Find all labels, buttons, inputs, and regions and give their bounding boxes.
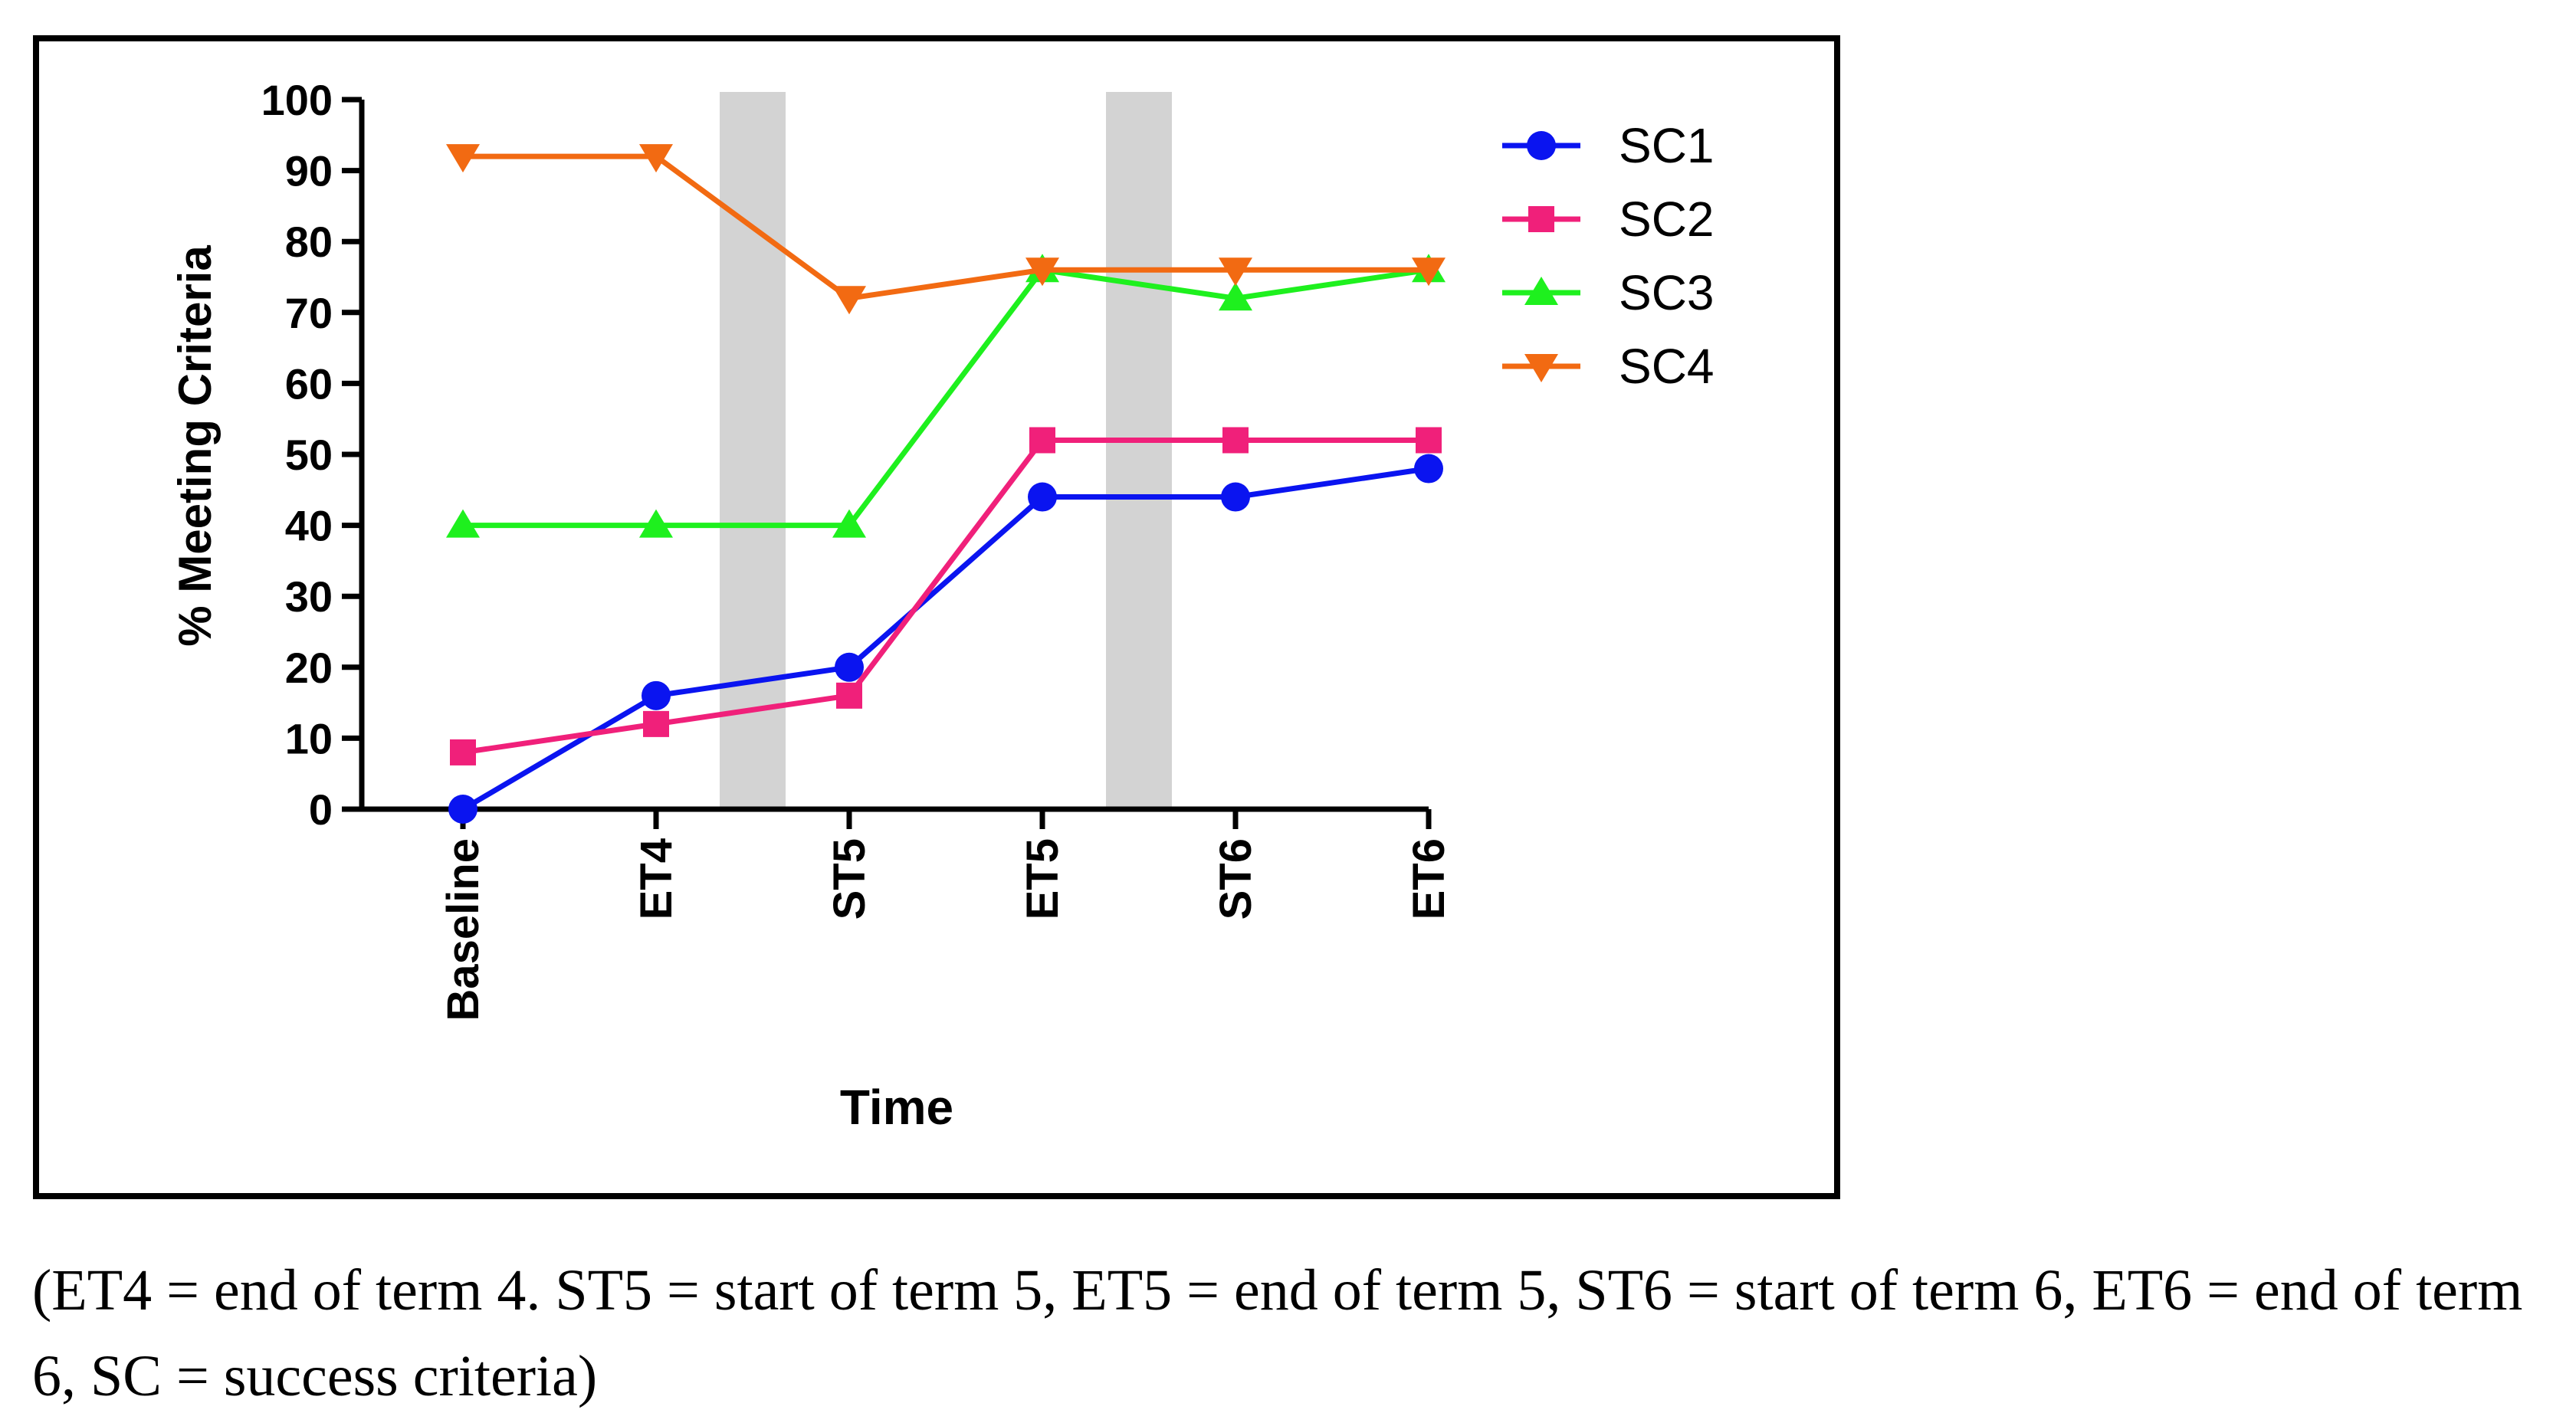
x-tick-label-baseline: Baseline: [438, 838, 488, 1021]
x-tick-label-et6: ET6: [1404, 838, 1454, 920]
data-point-sc1-st6: [1221, 482, 1250, 512]
shaded-interval-2: [1106, 92, 1172, 809]
shaded-interval-1: [720, 92, 786, 809]
series-line-sc1: [461, 466, 1429, 812]
data-point-sc4-et5: [1025, 257, 1059, 287]
data-point-sc2-et5: [1029, 427, 1055, 454]
x-tick-label-et5: ET5: [1018, 838, 1068, 920]
series-sc4: [446, 144, 1446, 315]
data-point-sc3-st5: [832, 509, 866, 538]
data-point-sc4-et4: [639, 144, 673, 173]
y-tick-label-100: 100: [261, 76, 333, 124]
figure-caption: (ET4 = end of term 4. ST5 = start of ter…: [32, 1258, 2523, 1408]
data-point-sc3-st6: [1219, 282, 1252, 311]
data-point-sc4-st6: [1219, 257, 1252, 287]
y-tick-label-30: 30: [285, 572, 333, 621]
data-point-sc1-st5: [835, 652, 864, 682]
data-point-sc2-st5: [836, 682, 862, 709]
series-line-sc2: [462, 437, 1429, 756]
data-point-sc1-baseline: [448, 795, 477, 824]
y-tick-label-10: 10: [285, 714, 333, 762]
y-tick-label-70: 70: [285, 289, 333, 337]
series-line-sc4: [463, 153, 1429, 301]
x-tick-label-st5: ST5: [825, 838, 875, 920]
data-series: [446, 144, 1446, 824]
data-point-sc3-et4: [639, 509, 673, 538]
data-point-sc4-baseline: [446, 144, 480, 173]
y-tick-label-0: 0: [309, 785, 333, 834]
y-tick-label-60: 60: [285, 359, 333, 408]
x-tick-label-st6: ST6: [1211, 838, 1261, 920]
data-point-sc1-et6: [1414, 454, 1443, 484]
series-line-sc3: [463, 267, 1429, 529]
data-point-sc4-et6: [1412, 257, 1446, 287]
y-axis-title: % Meeting Criteria: [169, 245, 221, 647]
data-point-sc1-et4: [642, 680, 671, 710]
legend-marker-sc2: [1528, 206, 1554, 232]
y-tick-label-20: 20: [285, 644, 333, 692]
series-sc1: [448, 454, 1443, 824]
data-point-sc2-et4: [643, 710, 669, 737]
data-point-sc4-st5: [832, 286, 866, 315]
x-tick-label-et4: ET4: [632, 838, 681, 920]
series-sc3: [446, 254, 1446, 538]
legend-label-sc3: SC3: [1619, 265, 1715, 320]
axes: 0 10 20 30 40 50 60 70 80 90 100 Baseline ET4 ST5 ET5 S…: [261, 76, 1454, 1021]
legend-marker-sc1: [1527, 131, 1556, 160]
legend-label-sc1: SC1: [1619, 118, 1715, 173]
series-sc2: [450, 427, 1442, 765]
y-tick-label-50: 50: [285, 431, 333, 479]
data-point-sc2-baseline: [450, 739, 476, 765]
y-tick-label-90: 90: [285, 147, 333, 195]
data-point-sc2-et6: [1416, 427, 1442, 454]
legend-marker-sc3: [1524, 277, 1558, 305]
legend-label-sc4: SC4: [1619, 339, 1715, 394]
data-point-sc2-st6: [1222, 427, 1249, 454]
legend-marker-sc4: [1524, 354, 1558, 382]
y-tick-label-40: 40: [285, 502, 333, 550]
y-tick-label-80: 80: [285, 218, 333, 266]
x-axis-title: Time: [840, 1080, 953, 1135]
data-point-sc3-baseline: [446, 509, 480, 538]
legend: SC1 SC2 SC3 SC4: [1502, 118, 1715, 394]
data-point-sc1-et5: [1028, 482, 1057, 512]
legend-label-sc2: SC2: [1619, 192, 1715, 247]
